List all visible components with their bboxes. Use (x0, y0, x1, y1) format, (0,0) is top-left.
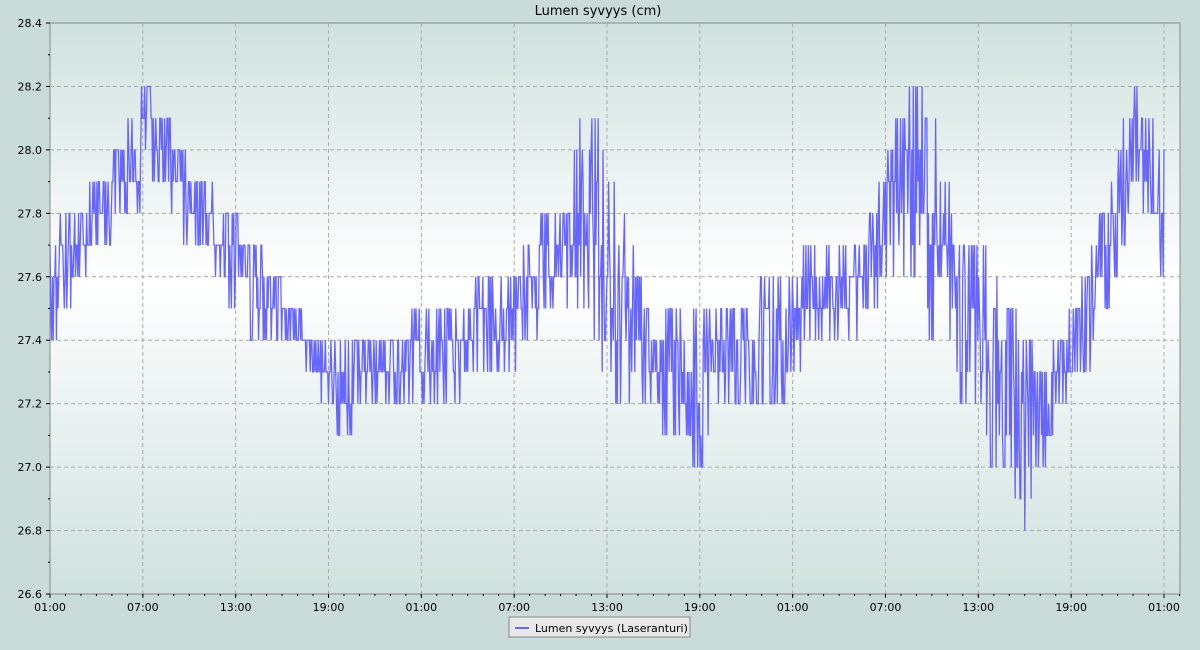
x-tick-label: 01:00 (34, 601, 66, 614)
x-tick-label: 19:00 (684, 601, 716, 614)
x-tick-label: 07:00 (870, 601, 902, 614)
y-tick-label: 28.4 (18, 17, 43, 30)
legend-box (508, 616, 691, 638)
x-tick-label: 13:00 (591, 601, 623, 614)
x-tick-label: 07:00 (127, 601, 159, 614)
y-tick-label: 27.2 (18, 398, 43, 411)
x-tick-label: 19:00 (313, 601, 345, 614)
series-line (50, 85, 1165, 531)
y-tick-label: 28.0 (18, 144, 43, 157)
x-tick-label: 13:00 (220, 601, 252, 614)
y-tick-label: 26.6 (18, 588, 43, 601)
legend: Lumen syvyys (Laseranturi) (508, 616, 691, 638)
x-tick-label: 01:00 (777, 601, 809, 614)
y-tick-label: 28.2 (18, 80, 43, 93)
series-lumen-syvyys (50, 85, 1165, 531)
y-tick-label: 27.8 (18, 207, 43, 220)
x-tick-label: 01:00 (1148, 601, 1180, 614)
x-tick-label: 07:00 (498, 601, 530, 614)
x-tick-label: 01:00 (405, 601, 437, 614)
axes: 26.6 26.8 27.0 27.2 27.4 27.6 27.8 28.0 28.2 28.4… (18, 17, 1180, 614)
legend-label: Lumen syvyys (Laseranturi) (535, 622, 688, 635)
x-tick-label: 19:00 (1055, 601, 1087, 614)
y-tick-label: 27.4 (18, 334, 43, 347)
y-tick-label: 27.6 (18, 271, 43, 284)
y-tick-label: 27.0 (18, 461, 43, 474)
chart-title: Lumen syvyys (cm) (535, 4, 662, 19)
x-tick-label: 13:00 (962, 601, 994, 614)
y-tick-label: 26.8 (18, 525, 43, 538)
